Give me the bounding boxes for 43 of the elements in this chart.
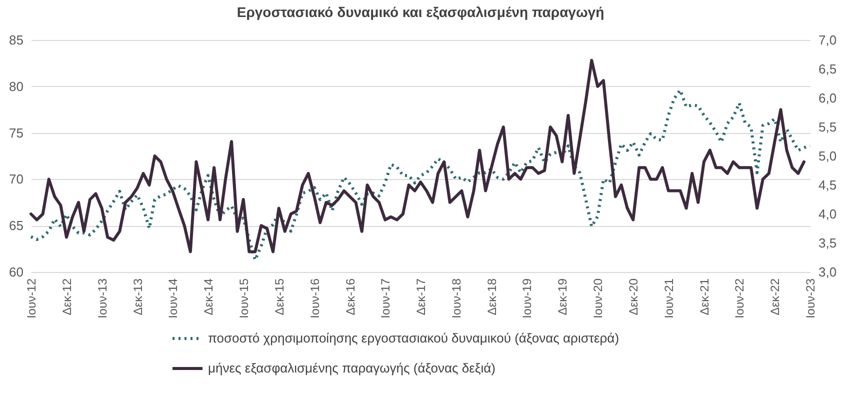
x-tick-label: Ιουν-13 (95, 278, 110, 318)
y2-tick-label: 6,5 (818, 62, 837, 76)
y2-tick-label: 5,0 (818, 148, 837, 164)
chart-title: Εργοστασιακό δυναμικό και εξασφαλισμένη παραγωγή (236, 4, 604, 20)
x-tick-label: Ιουν-20 (591, 278, 606, 318)
y2-tick-label: 5,5 (818, 120, 837, 134)
x-tick-label: Δεκ-15 (272, 278, 286, 316)
x-tick-label: Δεκ-17 (414, 278, 428, 316)
y-tick-label: 70 (9, 172, 24, 187)
legend-label: ποσοστό χρησιμοποίησης εργοστασιακού δυναμικού (άξονας αριστερά) (208, 330, 620, 346)
x-tick-label: Ιουν-16 (308, 278, 322, 318)
x-tick-label: Ιουν-14 (166, 278, 180, 318)
legend-label: μήνες εξασφαλισμένης παραγωγής (άξονας δεξιά) (208, 360, 496, 376)
x-tick-label: Δεκ-16 (343, 278, 358, 316)
line-series (30, 58, 806, 254)
y-tick-label: 80 (9, 78, 24, 94)
y-tick-label: 60 (9, 264, 24, 280)
x-tick-label: Ιουν-15 (236, 278, 251, 318)
x-tick-label: Ιουν-17 (378, 278, 393, 318)
x-tick-label: Δεκ-13 (130, 278, 145, 316)
y2-tick-label: 3,0 (818, 264, 837, 280)
x-tick-label: Δεκ-14 (202, 278, 216, 316)
x-tick-label: Ιουν-19 (520, 278, 534, 318)
x-tick-label: Δεκ-21 (697, 278, 712, 316)
y2-tick-label: 4,5 (818, 178, 837, 192)
y-tick-label: 75 (9, 125, 24, 140)
y-tick-label: 85 (9, 32, 24, 48)
x-tick-label: Ιουν-12 (24, 278, 38, 318)
y2-tick-label: 7,0 (818, 32, 837, 48)
y-tick-label: 65 (9, 218, 24, 234)
line-series (30, 88, 812, 262)
x-tick-label: Δεκ-18 (484, 278, 499, 316)
x-tick-label: Ιουν-23 (804, 278, 818, 318)
x-tick-label: Ιουν-21 (662, 278, 676, 318)
x-tick-label: Δεκ-22 (768, 278, 782, 316)
y2-tick-label: 6,0 (818, 90, 837, 106)
y2-tick-label: 3,5 (818, 236, 837, 250)
x-tick-label: Δεκ-20 (626, 278, 641, 316)
x-tick-label: Δεκ-12 (60, 278, 74, 316)
x-tick-label: Ιουν-22 (732, 278, 747, 318)
x-tick-label: Δεκ-19 (556, 278, 570, 316)
y2-tick-label: 4,0 (818, 206, 837, 222)
x-tick-label: Ιουν-18 (449, 278, 464, 318)
